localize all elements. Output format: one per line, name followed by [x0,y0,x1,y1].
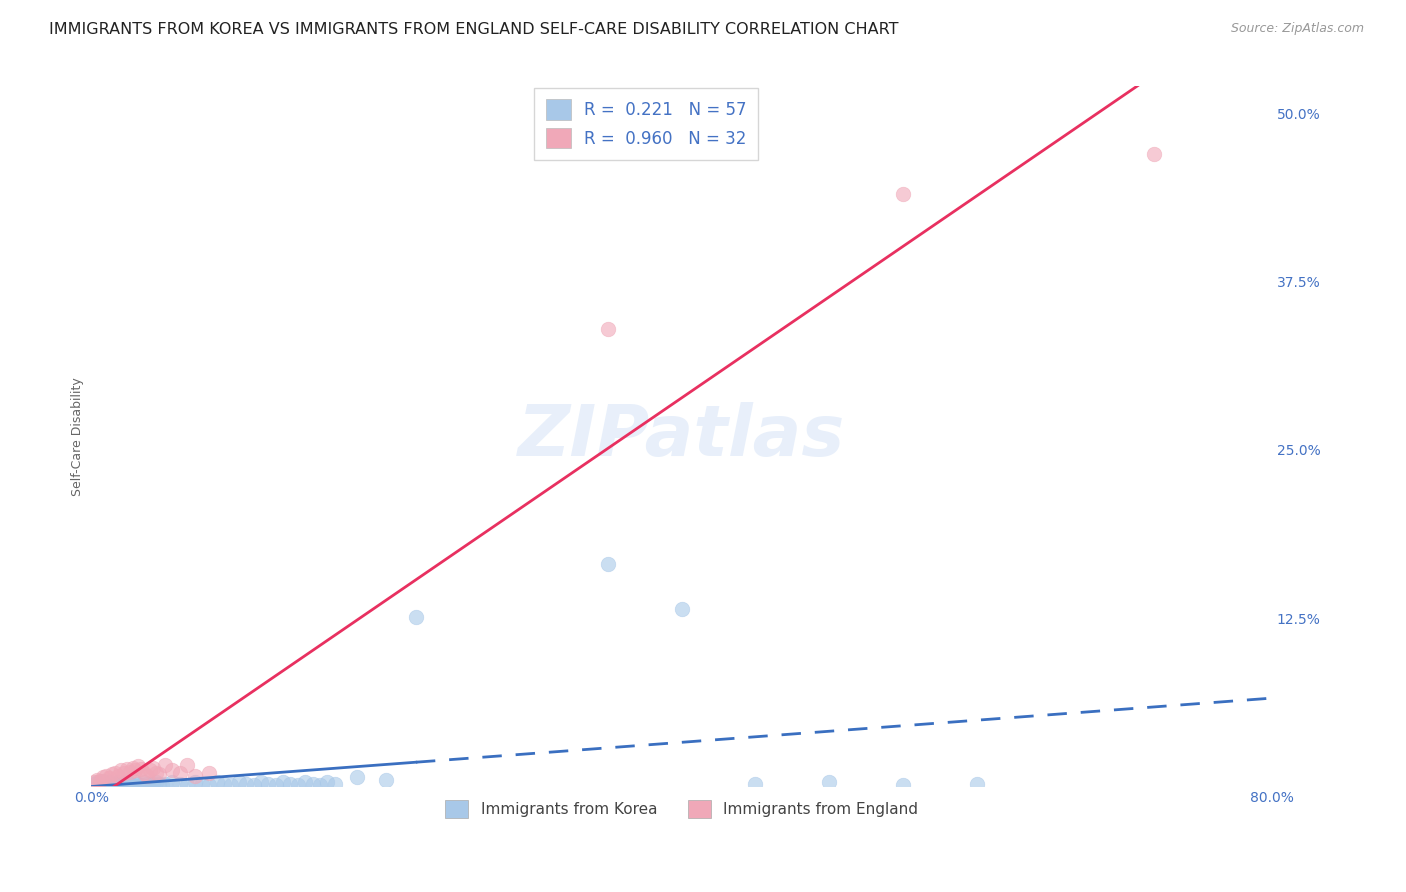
Point [94,769,117,783]
Point [86,772,108,787]
Point [115,775,138,789]
Point [891,778,914,792]
Point [145,766,167,780]
Text: ZIPatlas: ZIPatlas [517,402,845,471]
Y-axis label: Self-Care Disability: Self-Care Disability [72,377,84,496]
Point [107,775,129,789]
Text: Source: ZipAtlas.com: Source: ZipAtlas.com [1230,22,1364,36]
Point [91,774,114,789]
Point [346,770,368,784]
Point [134,766,156,780]
Point [148,777,170,791]
Point [139,764,162,778]
Point [131,778,153,792]
Point [375,772,398,787]
Point [235,777,257,791]
Point [264,778,287,792]
Point [169,777,191,791]
Point [891,187,914,202]
Point [596,322,619,336]
Point [89,778,111,792]
Point [124,764,146,778]
Point [136,777,159,791]
Point [121,778,143,792]
Point [744,777,766,791]
Point [280,777,302,791]
Point [136,769,159,783]
Point [169,766,191,780]
Point [145,775,167,789]
Point [118,777,141,791]
Point [1143,146,1166,161]
Point [139,778,162,792]
Point [176,778,198,792]
Point [121,761,143,775]
Point [97,775,120,789]
Point [104,766,127,780]
Point [271,775,294,789]
Point [118,764,141,779]
Point [97,772,120,786]
Point [205,775,228,789]
Point [176,758,198,772]
Point [104,777,127,791]
Point [124,775,146,789]
Point [153,777,176,791]
Point [112,766,135,780]
Legend: Immigrants from Korea, Immigrants from England: Immigrants from Korea, Immigrants from E… [439,794,924,824]
Point [153,758,176,772]
Point [221,778,243,792]
Point [294,775,316,789]
Point [183,769,205,783]
Point [110,777,132,791]
Point [112,778,135,792]
Point [86,775,108,789]
Point [150,778,173,792]
Point [198,778,221,792]
Point [198,766,221,780]
Point [309,778,332,792]
Point [212,777,235,791]
Point [101,767,124,781]
Point [115,762,138,776]
Point [966,777,988,791]
Point [131,762,153,776]
Point [134,775,156,789]
Point [148,767,170,781]
Point [127,759,149,773]
Point [127,777,149,791]
Point [323,777,346,791]
Point [101,778,124,792]
Point [91,770,114,784]
Point [316,775,339,789]
Point [83,777,105,791]
Point [110,764,132,778]
Point [94,777,117,791]
Point [671,601,693,615]
Point [242,778,264,792]
Point [301,777,323,791]
Point [257,777,280,791]
Point [107,769,129,783]
Point [228,775,250,789]
Point [250,775,273,789]
Point [89,774,111,789]
Point [162,764,184,778]
Point [191,777,214,791]
Point [183,775,205,789]
Text: IMMIGRANTS FROM KOREA VS IMMIGRANTS FROM ENGLAND SELF-CARE DISABILITY CORRELATIO: IMMIGRANTS FROM KOREA VS IMMIGRANTS FROM… [49,22,898,37]
Point [818,775,841,789]
Point [83,775,105,789]
Point [596,558,619,572]
Point [287,778,309,792]
Point [142,761,165,775]
Point [162,775,184,789]
Point [142,777,165,791]
Point [405,610,427,624]
